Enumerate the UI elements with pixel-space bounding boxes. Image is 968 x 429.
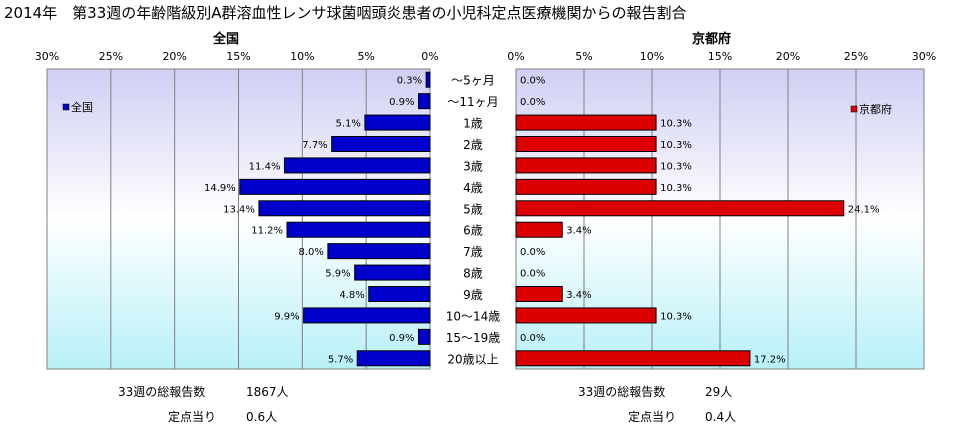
national-legend: 全国 [62, 100, 93, 114]
kyoto-tick-label: 25% [844, 50, 868, 63]
kyoto-bar [515, 221, 563, 238]
national-data-label: 7.7% [302, 140, 327, 151]
kyoto-bar [515, 136, 657, 152]
kyoto-bar [515, 286, 563, 302]
national-data-label: 9.9% [274, 311, 299, 322]
kyoto-data-label: 10.3% [660, 161, 692, 172]
category-label: 〜5ヶ月 [451, 74, 495, 88]
national-data-label: 13.4% [223, 204, 255, 215]
kyoto-bar [515, 157, 657, 174]
national-bar [283, 157, 431, 174]
kyoto-data-label: 10.3% [660, 140, 692, 151]
national-per-value: 0.6人 [246, 410, 278, 424]
category-label: 〜11ヶ月 [447, 95, 498, 109]
national-data-label: 11.4% [249, 161, 281, 172]
kyoto-total-label: 33週の総報告数 [578, 385, 666, 399]
national-per-label: 定点当り [168, 410, 217, 424]
kyoto-bar [515, 114, 657, 131]
national-total-value: 1867人 [246, 385, 289, 399]
national-bar [418, 328, 431, 345]
national-data-label: 8.0% [298, 247, 323, 258]
kyoto-tick-label: 5% [575, 50, 592, 63]
national-bar [354, 264, 431, 281]
national-bar [418, 93, 431, 110]
national-tick-label: 0% [421, 50, 438, 63]
category-label: 2歳 [463, 138, 483, 152]
kyoto-tick-label: 20% [776, 50, 800, 63]
national-bar [331, 136, 431, 152]
national-data-label: 11.2% [251, 226, 283, 237]
national-data-label: 5.1% [335, 119, 360, 130]
national-tick-label: 5% [357, 50, 374, 63]
national-panel: 30% 25% 20% 15% 10% 5% 0% 0.3% 0.9% 5.1% 7.7% 11.4%… [35, 50, 439, 370]
kyoto-legend: 京都府 [850, 102, 892, 116]
kyoto-data-label: 0.0% [520, 333, 545, 344]
kyoto-data-label: 0.0% [520, 97, 545, 108]
national-data-label: 4.8% [339, 290, 364, 301]
kyoto-data-label: 17.2% [754, 354, 786, 365]
national-legend-label: 全国 [71, 100, 93, 114]
category-label: 10〜14歳 [446, 309, 501, 323]
national-tick-label: 20% [162, 50, 186, 63]
national-data-label: 5.7% [328, 354, 353, 365]
page-title: 2014年 第33週の年齢階級別A群溶血性レンサ球菌咽頭炎患者の小児科定点医療機… [4, 4, 687, 22]
kyoto-bar [515, 178, 657, 195]
national-data-label: 0.9% [389, 97, 414, 108]
category-label: 15〜19歳 [446, 331, 501, 345]
category-label: 3歳 [463, 159, 483, 173]
national-tick-label: 25% [99, 50, 123, 63]
national-data-label: 0.3% [397, 76, 422, 87]
national-data-label: 5.9% [325, 269, 350, 280]
category-label: 8歳 [463, 267, 483, 281]
kyoto-total-value: 29人 [705, 385, 733, 399]
category-label: 4歳 [463, 181, 483, 195]
kyoto-tick-label: 30% [912, 50, 936, 63]
kyoto-tick-label: 0% [507, 50, 524, 63]
kyoto-data-label: 10.3% [660, 311, 692, 322]
national-legend-swatch [62, 103, 70, 111]
national-bar [286, 221, 431, 238]
kyoto-data-label: 0.0% [520, 269, 545, 280]
category-label: 5歳 [463, 202, 483, 216]
kyoto-bar [515, 307, 657, 324]
national-bar [368, 286, 431, 302]
category-label: 20歳以上 [447, 352, 498, 366]
national-data-label: 0.9% [389, 333, 414, 344]
category-label: 9歳 [463, 288, 483, 302]
national-bar [239, 178, 431, 195]
kyoto-legend-label: 京都府 [859, 102, 892, 116]
kyoto-per-label: 定点当り [628, 410, 677, 424]
national-tick-label: 15% [226, 50, 250, 63]
kyoto-data-label: 3.4% [566, 290, 591, 301]
national-chart-title: 全国 [213, 32, 240, 47]
national-bar [303, 307, 431, 324]
kyoto-bar [515, 350, 751, 367]
kyoto-data-label: 3.4% [566, 226, 591, 237]
national-bar [356, 350, 431, 367]
category-label: 7歳 [463, 245, 483, 259]
kyoto-chart-title: 京都府 [692, 32, 732, 47]
national-tick-label: 10% [290, 50, 314, 63]
kyoto-panel: 0% 5% 10% 15% 20% 25% 30% 0.0% 0.0% 10.3% 10.3% 10.… [507, 50, 936, 370]
national-tick-label: 30% [35, 50, 59, 63]
national-data-label: 14.9% [204, 183, 236, 194]
kyoto-bar [515, 200, 845, 217]
kyoto-tick-label: 10% [640, 50, 664, 63]
national-bar [327, 243, 431, 260]
kyoto-data-label: 0.0% [520, 76, 545, 87]
kyoto-tick-label: 15% [708, 50, 732, 63]
kyoto-per-value: 0.4人 [705, 410, 737, 424]
kyoto-data-label: 24.1% [848, 204, 880, 215]
category-label: 6歳 [463, 224, 483, 238]
national-bar [258, 200, 431, 217]
kyoto-data-label: 10.3% [660, 119, 692, 130]
kyoto-data-label: 10.3% [660, 183, 692, 194]
national-total-label: 33週の総報告数 [118, 385, 206, 399]
national-bar [364, 114, 431, 131]
national-bar [425, 71, 431, 88]
category-label: 1歳 [463, 117, 483, 131]
kyoto-data-label: 0.0% [520, 247, 545, 258]
kyoto-legend-swatch [850, 105, 858, 113]
